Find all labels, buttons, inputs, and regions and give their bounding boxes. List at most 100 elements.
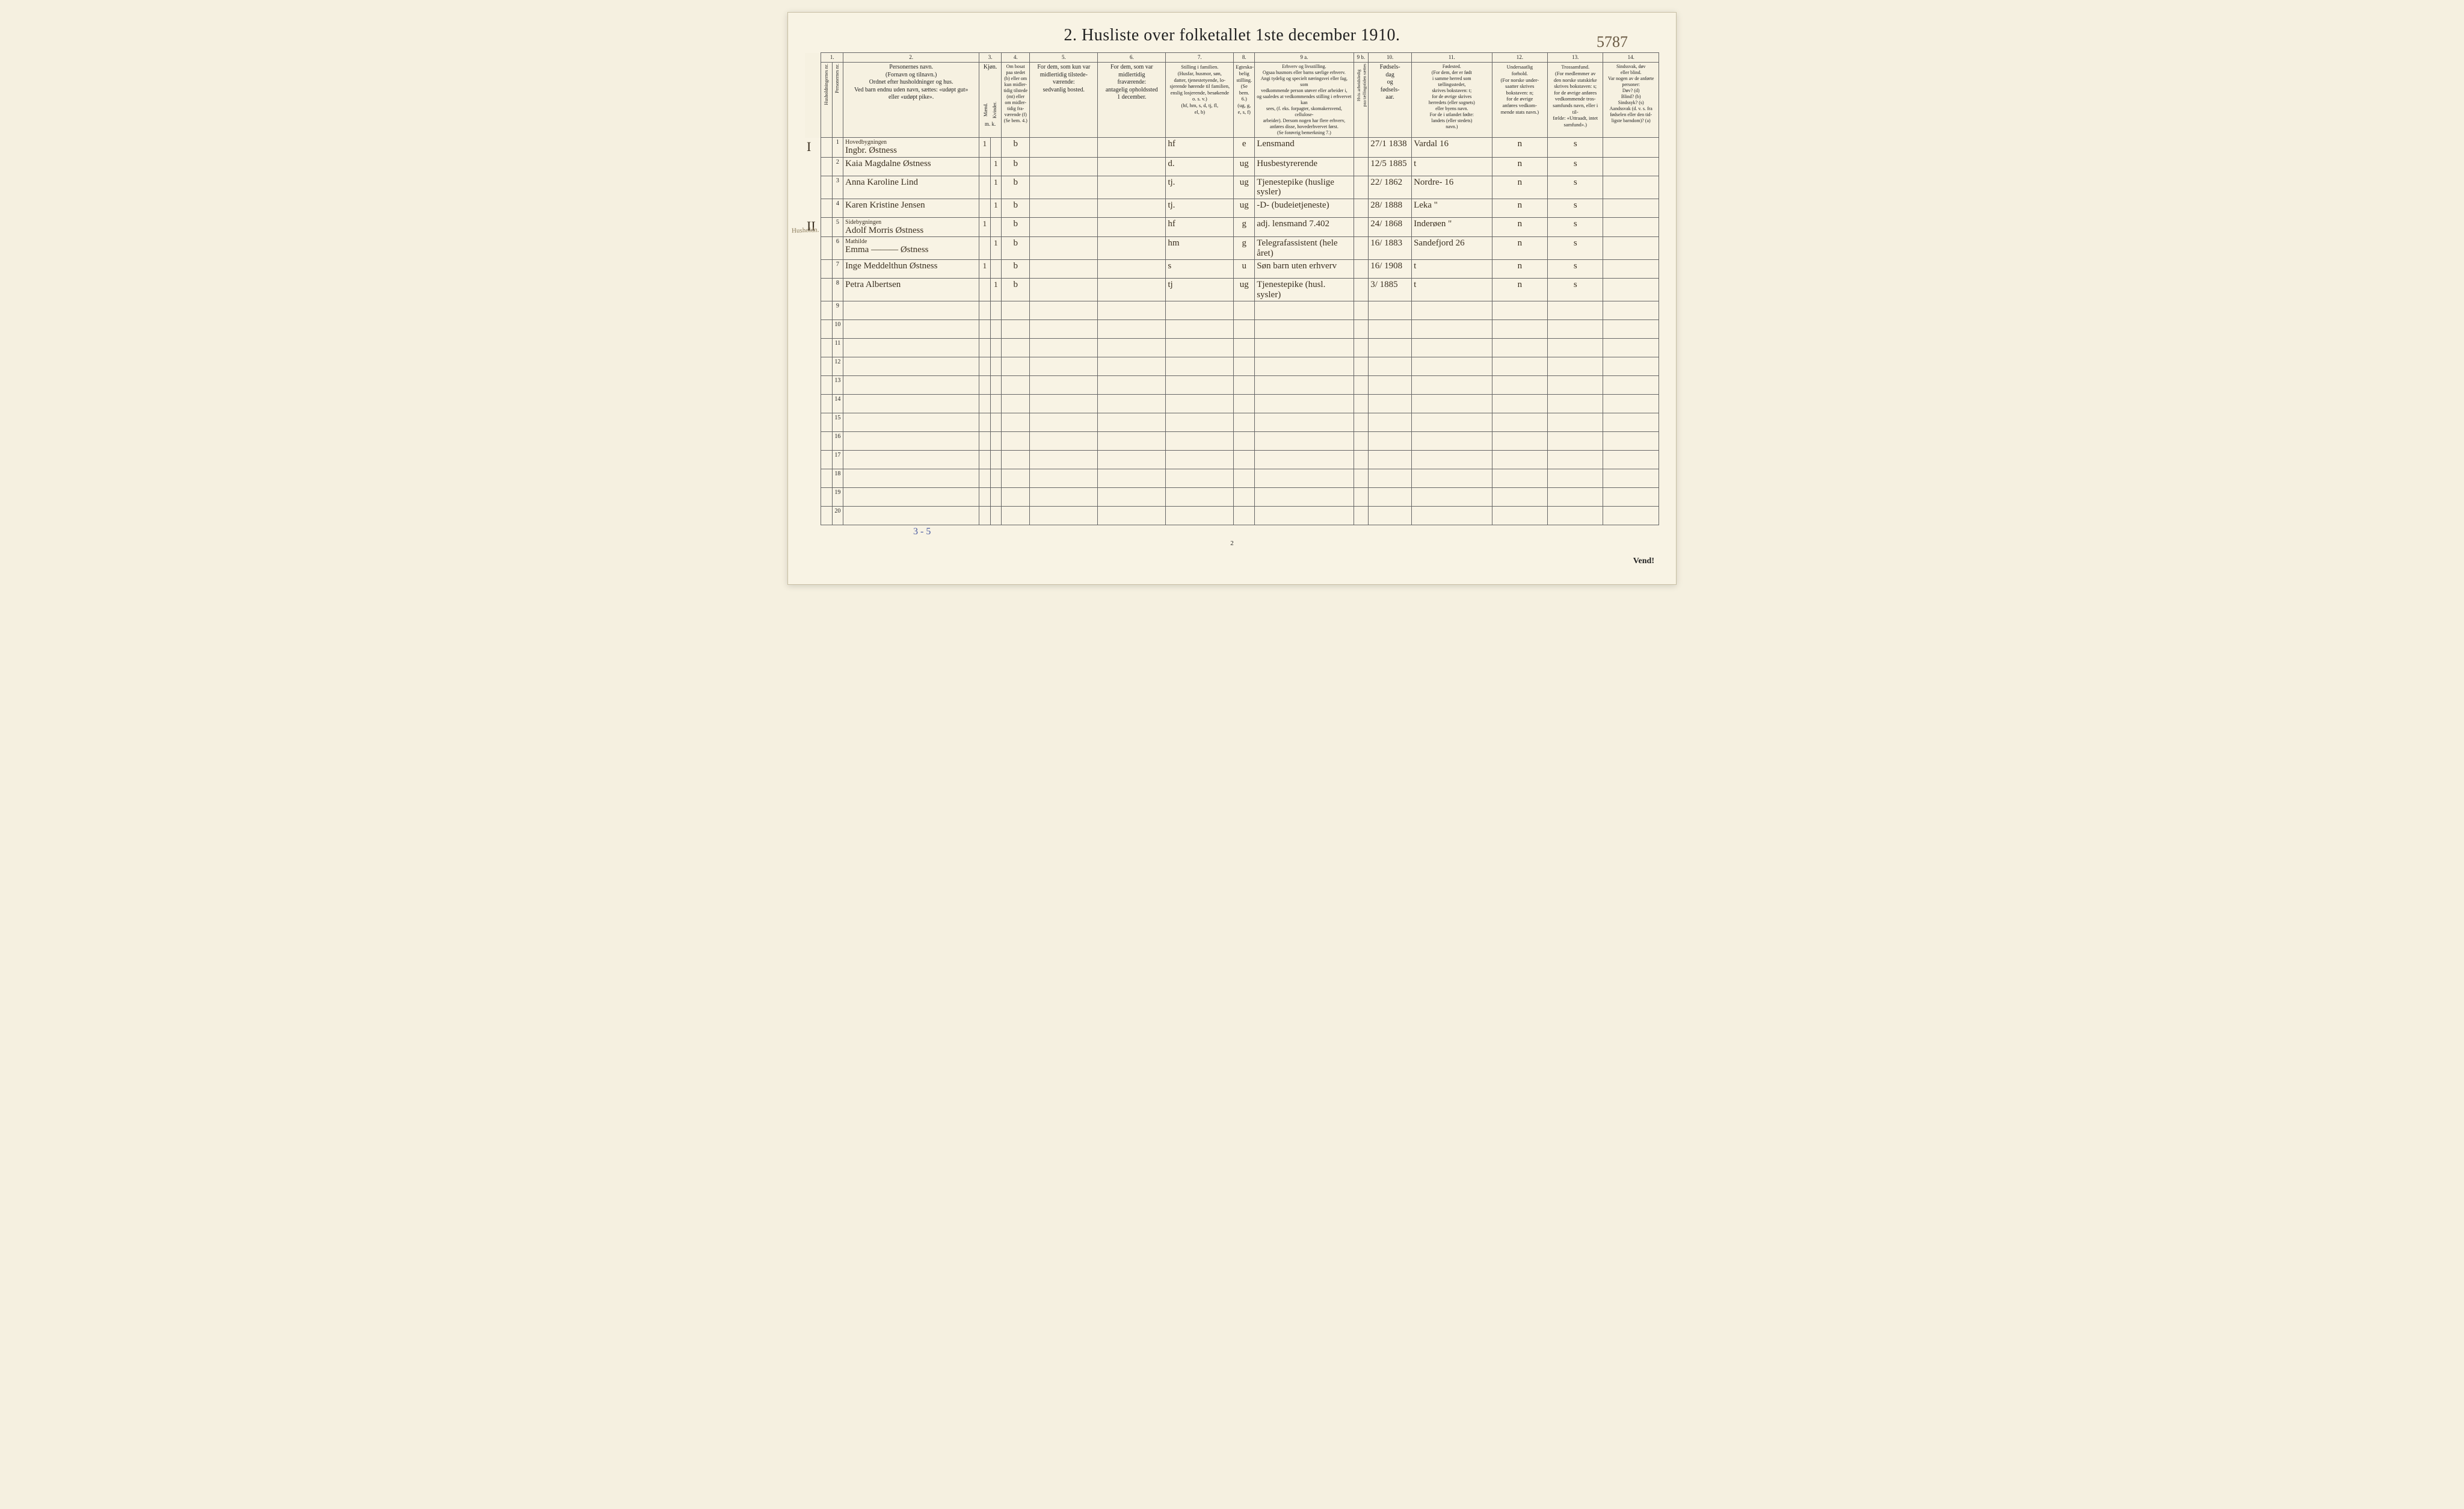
- empty-cell: [1166, 488, 1234, 507]
- household-roman: [805, 507, 821, 525]
- empty-cell: [979, 451, 990, 469]
- empty-cell: [1548, 432, 1603, 451]
- cell-household-no: [821, 320, 832, 339]
- empty-cell: [1492, 376, 1547, 395]
- empty-cell: [1369, 432, 1412, 451]
- cell-household-no: [821, 260, 832, 279]
- empty-cell: [1002, 376, 1030, 395]
- hdr-occupation: Erhverv og livsstilling. Ogsaa husmors e…: [1255, 63, 1354, 138]
- empty-cell: [1098, 339, 1166, 357]
- cell-household-no: [821, 376, 832, 395]
- cell-temp-present: [1030, 138, 1098, 158]
- table-row: 15: [805, 413, 1659, 432]
- cell-marital: e: [1234, 138, 1255, 158]
- handwritten-page-number: 5787: [1597, 33, 1628, 51]
- empty-cell: [1412, 301, 1492, 320]
- cell-temp-present: [1030, 237, 1098, 260]
- empty-cell: [1255, 339, 1354, 357]
- empty-cell: [1255, 432, 1354, 451]
- colnum-1: 1.: [821, 53, 843, 63]
- empty-cell: [1354, 320, 1369, 339]
- header-main-row: Husholdningernes nr. Personernes nr. Per…: [805, 63, 1659, 138]
- empty-cell: [1002, 451, 1030, 469]
- cell-person-no: 6: [832, 237, 843, 260]
- cell-female: 1: [990, 279, 1001, 301]
- empty-cell: [1030, 488, 1098, 507]
- empty-cell: [1369, 357, 1412, 376]
- empty-cell: [1234, 469, 1255, 488]
- empty-cell: [1548, 469, 1603, 488]
- cell-female: [990, 260, 1001, 279]
- empty-cell: [1166, 395, 1234, 413]
- empty-cell: [1234, 320, 1255, 339]
- cell-unemployed: [1354, 279, 1369, 301]
- empty-cell: [1492, 320, 1547, 339]
- cell-temp-absent: [1098, 217, 1166, 237]
- colnum-5: 5.: [1030, 53, 1098, 63]
- empty-cell: [1030, 469, 1098, 488]
- empty-cell: [843, 339, 979, 357]
- cell-marital: g: [1234, 217, 1255, 237]
- table-row: 7Inge Meddelthun Østness1bsuSøn barn ute…: [805, 260, 1659, 279]
- cell-female: 1: [990, 199, 1001, 217]
- cell-occupation: Husbestyrerende: [1255, 157, 1354, 176]
- empty-cell: [843, 413, 979, 432]
- printed-page-number: 2: [805, 540, 1659, 547]
- cell-person-no: 15: [832, 413, 843, 432]
- empty-cell: [1492, 395, 1547, 413]
- colnum-9b: 9 b.: [1354, 53, 1369, 63]
- empty-cell: [1234, 301, 1255, 320]
- cell-male: [979, 237, 990, 260]
- table-row: 10: [805, 320, 1659, 339]
- cell-person-no: 11: [832, 339, 843, 357]
- empty-cell: [990, 507, 1001, 525]
- cell-disability: [1603, 199, 1659, 217]
- empty-cell: [990, 413, 1001, 432]
- cell-person-no: 18: [832, 469, 843, 488]
- empty-cell: [979, 488, 990, 507]
- cell-birthplace: Inderøen ": [1412, 217, 1492, 237]
- cell-household-no: [821, 488, 832, 507]
- empty-cell: [1002, 432, 1030, 451]
- empty-cell: [1492, 339, 1547, 357]
- cell-birthdate: 27/1 1838: [1369, 138, 1412, 158]
- cell-female: [990, 138, 1001, 158]
- colnum-11: 11.: [1412, 53, 1492, 63]
- colnum-3: 3.: [979, 53, 1002, 63]
- hdr-female: Kvinder.: [992, 102, 998, 119]
- empty-cell: [1166, 357, 1234, 376]
- empty-cell: [1603, 451, 1659, 469]
- empty-cell: [1354, 469, 1369, 488]
- empty-cell: [990, 395, 1001, 413]
- cell-temp-absent: [1098, 138, 1166, 158]
- household-roman: [805, 488, 821, 507]
- cell-marital: ug: [1234, 157, 1255, 176]
- empty-cell: [1603, 432, 1659, 451]
- cell-male: [979, 199, 990, 217]
- empty-cell: [990, 432, 1001, 451]
- empty-cell: [1002, 469, 1030, 488]
- empty-cell: [1166, 320, 1234, 339]
- empty-cell: [1234, 376, 1255, 395]
- empty-cell: [1002, 395, 1030, 413]
- empty-cell: [1412, 320, 1492, 339]
- empty-cell: [1603, 395, 1659, 413]
- empty-cell: [1030, 395, 1098, 413]
- empty-cell: [1548, 376, 1603, 395]
- empty-cell: [1002, 488, 1030, 507]
- empty-cell: [1255, 357, 1354, 376]
- empty-cell: [1234, 507, 1255, 525]
- cell-person-no: 3: [832, 176, 843, 199]
- empty-cell: [990, 357, 1001, 376]
- empty-cell: [1255, 395, 1354, 413]
- cell-temp-absent: [1098, 157, 1166, 176]
- empty-cell: [990, 320, 1001, 339]
- side-margin-note: Husholdn.: [792, 226, 819, 235]
- household-roman: [805, 376, 821, 395]
- table-row: 11: [805, 339, 1659, 357]
- empty-cell: [1492, 432, 1547, 451]
- household-roman: [805, 157, 821, 176]
- household-roman: [805, 339, 821, 357]
- empty-cell: [1098, 395, 1166, 413]
- cell-person-no: 10: [832, 320, 843, 339]
